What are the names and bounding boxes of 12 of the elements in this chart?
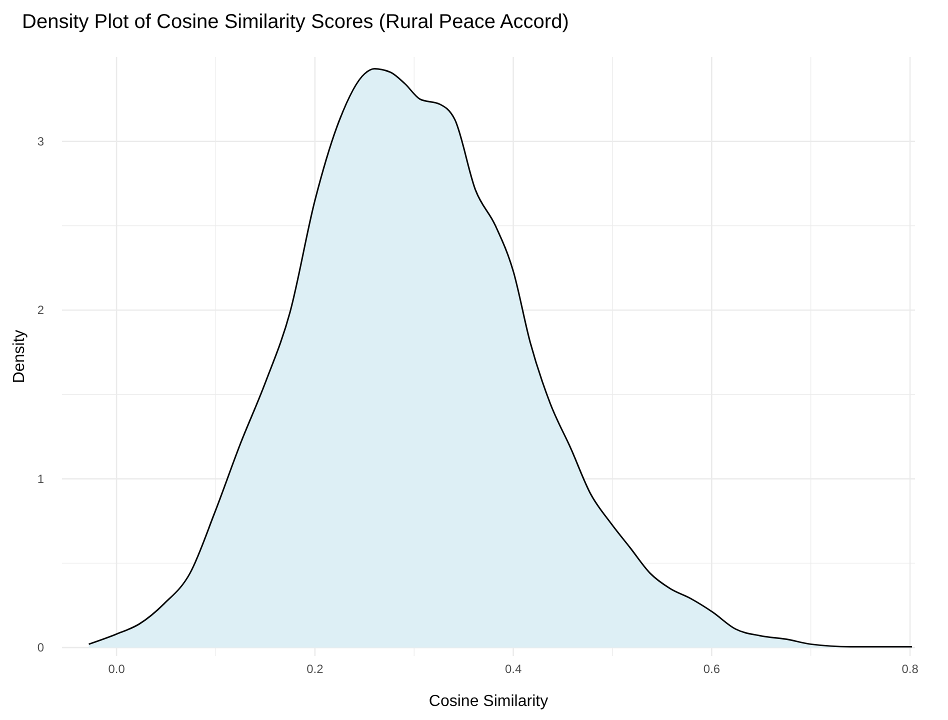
y-tick-label: 3: [37, 134, 44, 148]
x-tick-label: 0.2: [306, 662, 324, 676]
x-tick-label: 0.8: [902, 662, 919, 676]
x-tick-label: 0.6: [703, 662, 720, 676]
y-axis-title: Density: [11, 330, 28, 384]
y-tick-label: 2: [37, 303, 44, 318]
y-tick-label: 1: [37, 472, 44, 486]
x-tick-label: 0.0: [108, 662, 126, 676]
x-tick-label: 0.4: [504, 662, 522, 676]
chart-title: Density Plot of Cosine Similarity Scores (Rural Peace Accord): [22, 11, 569, 33]
x-axis-title: Cosine Similarity: [428, 693, 548, 710]
y-tick-label: 0: [37, 640, 44, 655]
